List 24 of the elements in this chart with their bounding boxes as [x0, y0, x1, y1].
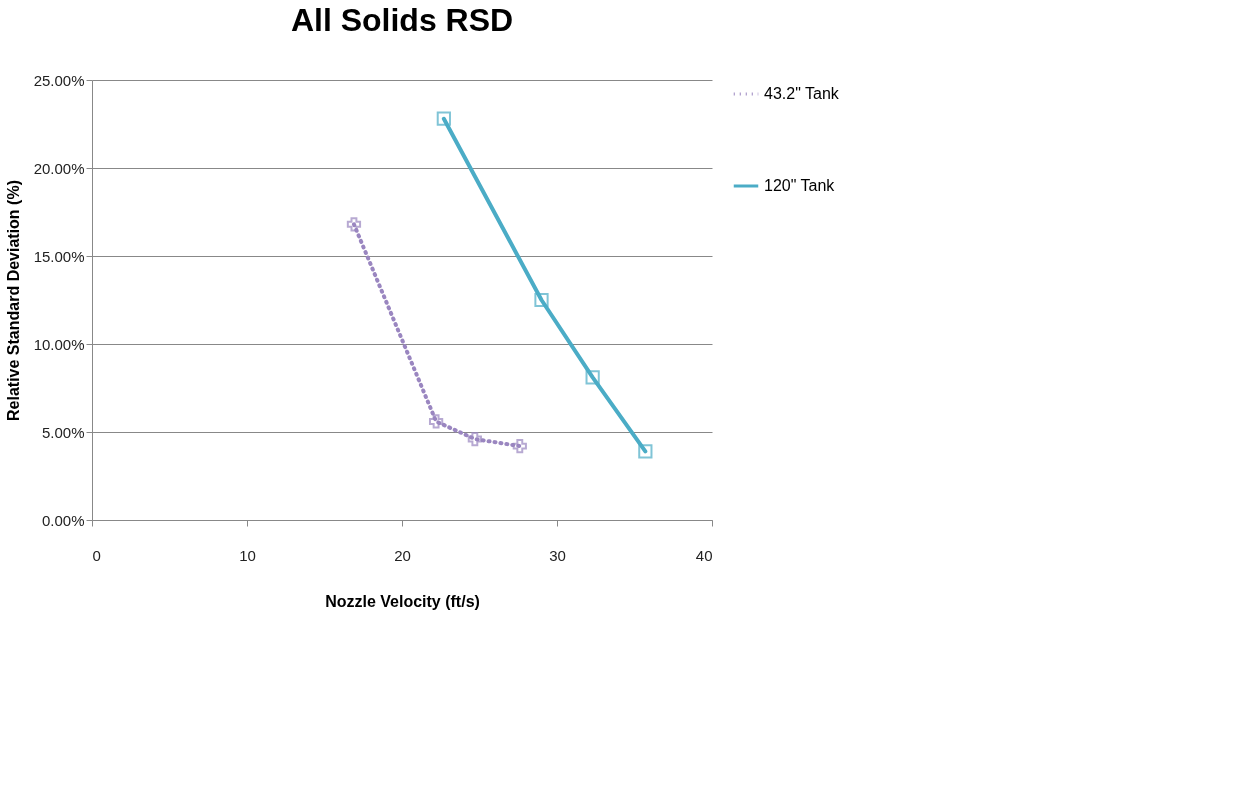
y-tick-label: 10.00% [33, 335, 85, 353]
y-tick-label: 5.00% [41, 423, 85, 441]
y-axis-title: Relative Standard Deviation (%) [4, 180, 22, 421]
point [534, 292, 549, 308]
legend-label: 120" Tank [764, 177, 836, 194]
point [638, 444, 653, 459]
point [467, 431, 482, 447]
point [512, 438, 527, 454]
y-tick-label: 20.00% [33, 159, 85, 177]
point [585, 370, 600, 385]
legend-label: 43.2" Tank [764, 85, 840, 102]
x-tick-label: 20 [394, 546, 411, 564]
y-tick-label: 25.00% [33, 71, 85, 89]
point [428, 414, 444, 429]
y-tick-label: 15.00% [33, 247, 85, 265]
x-tick-label: 0 [92, 546, 101, 564]
point [436, 111, 451, 126]
y-tick-label: 0.00% [41, 511, 85, 529]
chart-title: All Solids RSD [290, 2, 514, 38]
x-axis-title: Nozzle Velocity (ft/s) [325, 592, 480, 610]
x-tick-label: 10 [239, 546, 256, 564]
x-tick-label: 30 [549, 546, 566, 564]
point [346, 217, 362, 232]
x-tick-label: 40 [695, 546, 713, 564]
